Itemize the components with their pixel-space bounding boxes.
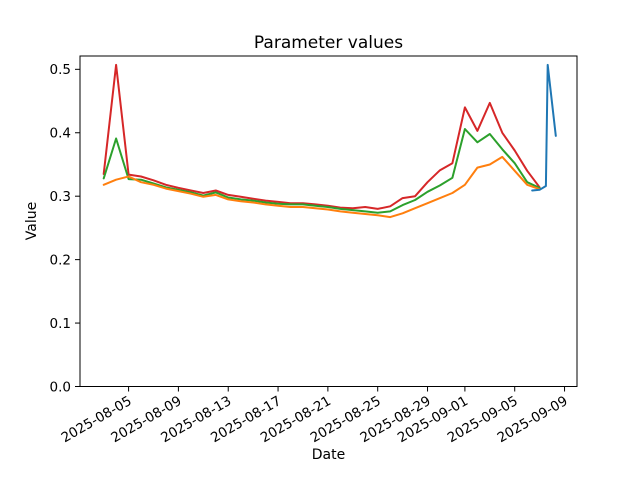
- chart-title: Parameter values: [254, 33, 403, 53]
- y-axis-ticks: 0.0 0.1 0.2 0.3 0.4 0.5: [50, 62, 80, 395]
- series-line-red: [102, 63, 541, 210]
- x-axis-label: Date: [312, 447, 345, 463]
- y-tick-label: 0.3: [50, 189, 71, 205]
- y-axis-label: Value: [24, 202, 40, 240]
- x-axis-ticks: 2025-08-052025-08-092025-08-132025-08-17…: [59, 386, 571, 446]
- y-tick-label: 0.4: [50, 126, 71, 142]
- y-tick-label: 0.2: [50, 252, 71, 268]
- series-line-blue: [531, 63, 557, 192]
- y-tick-label: 0.1: [50, 316, 71, 332]
- series-line-green: [102, 128, 541, 214]
- plot-area: [79, 55, 578, 387]
- y-tick-label: 0.5: [50, 62, 71, 78]
- series-line-orange: [102, 155, 541, 219]
- series-lines: [102, 63, 557, 219]
- y-tick-label: 0.0: [50, 379, 71, 395]
